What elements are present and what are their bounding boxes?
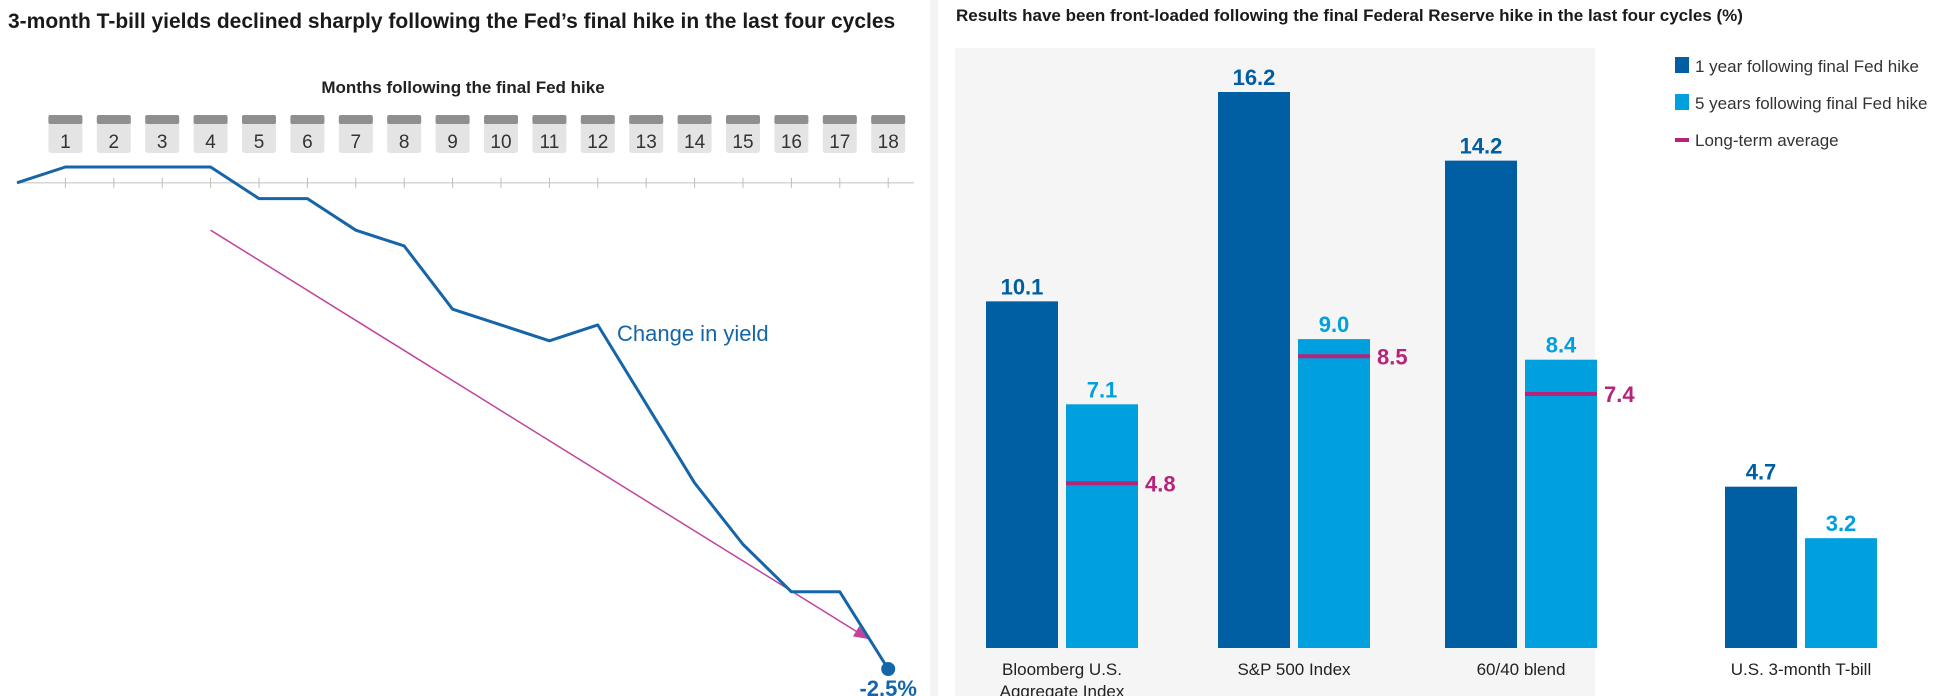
- series-label-change-in-yield: Change in yield: [617, 321, 769, 346]
- x-axis-label: Months following the final Fed hike: [321, 78, 604, 97]
- yield-end-label: -2.5%: [859, 676, 916, 696]
- legend-item: Long-term average: [1675, 131, 1839, 150]
- month-badge: 16: [774, 115, 809, 153]
- month-badge: 3: [145, 115, 180, 153]
- category-label: S&P 500 Index: [1237, 660, 1351, 679]
- legend-label: Long-term average: [1695, 131, 1839, 150]
- month-badge: 10: [484, 115, 518, 153]
- legend-swatch: [1675, 57, 1689, 73]
- bar-5-year-label: 8.4: [1546, 333, 1577, 358]
- bar-1-year-label: 16.2: [1233, 65, 1276, 90]
- bar-1-year: [1445, 160, 1517, 648]
- panel-divider: [930, 0, 938, 696]
- trend-arrow-head: [852, 626, 869, 640]
- trend-arrow-line: [210, 229, 870, 640]
- month-badge: 9: [435, 115, 470, 153]
- month-tick-label: 3: [157, 132, 168, 153]
- month-tick-label: 9: [447, 132, 458, 153]
- bar-5-year: [1525, 359, 1597, 648]
- month-badge: 2: [96, 115, 131, 153]
- legend-label: 5 years following final Fed hike: [1695, 94, 1927, 113]
- legend-label: 1 year following final Fed hike: [1695, 57, 1919, 76]
- bar-5-year: [1805, 538, 1877, 648]
- month-badge: 15: [726, 115, 760, 153]
- bar-1-year-label: 10.1: [1001, 274, 1044, 299]
- month-tick-label: 4: [205, 132, 216, 153]
- returns-chart-panel: Results have been front-loaded following…: [938, 0, 1941, 696]
- month-badge: 14: [677, 115, 712, 153]
- month-badge: 8: [387, 115, 422, 153]
- category-label: 60/40 blend: [1477, 660, 1566, 679]
- returns-bar-chart: 10.1 7.1 4.8 Bloomberg U.S. Aggregate Index 1…: [955, 48, 1927, 696]
- bar-1-year: [1218, 92, 1290, 648]
- long-term-average-label: 4.8: [1145, 471, 1176, 496]
- month-badge: 6: [290, 115, 325, 153]
- bar-5-year-label: 7.1: [1087, 377, 1118, 402]
- month-tick-label: 17: [829, 132, 850, 153]
- month-tick-label: 16: [781, 132, 802, 153]
- bar-5-year-label: 3.2: [1826, 511, 1857, 536]
- month-tick-label: 12: [587, 132, 608, 153]
- month-tick-label: 10: [490, 132, 511, 153]
- bar-1-year-label: 4.7: [1746, 460, 1777, 485]
- month-tick-label: 18: [878, 132, 899, 153]
- month-badge: 5: [242, 115, 276, 153]
- yield-end-point: [881, 662, 896, 676]
- month-tick-label: 6: [302, 132, 313, 153]
- month-badge: 4: [193, 115, 228, 153]
- month-badge: 1: [48, 115, 83, 153]
- yield-chart-title: 3-month T-bill yields declined sharply f…: [8, 10, 896, 33]
- month-badge: 18: [871, 115, 906, 153]
- month-badge: 17: [822, 115, 857, 153]
- month-tick-label: 13: [636, 132, 657, 153]
- category-label: Aggregate Index: [1000, 682, 1125, 696]
- month-tick-label: 8: [399, 132, 410, 153]
- month-tick-label: 15: [732, 132, 753, 153]
- yield-series-line: [16, 165, 890, 670]
- legend-swatch: [1675, 138, 1689, 142]
- long-term-average-label: 7.4: [1604, 382, 1635, 407]
- month-tick-label: 11: [540, 132, 560, 153]
- bar-1-year: [1725, 486, 1797, 648]
- month-tick-label: 5: [254, 132, 265, 153]
- month-badge: 7: [338, 115, 373, 153]
- bar-5-year-label: 9.0: [1319, 312, 1350, 337]
- month-tick-label: 14: [684, 132, 706, 153]
- long-term-average-label: 8.5: [1377, 344, 1408, 369]
- month-badge: 13: [629, 115, 664, 153]
- category-label: Bloomberg U.S.: [1002, 660, 1122, 679]
- month-badge: 12: [580, 115, 615, 153]
- bar-5-year: [1298, 339, 1370, 648]
- returns-chart-title: Results have been front-loaded following…: [956, 6, 1743, 25]
- bar-1-year: [986, 301, 1058, 648]
- month-tick-label: 7: [351, 132, 362, 153]
- month-tick-label: 1: [60, 132, 71, 153]
- bar-1-year-label: 14.2: [1460, 134, 1503, 159]
- legend-swatch: [1675, 94, 1689, 110]
- month-tick-label: 2: [109, 132, 120, 153]
- category-label: U.S. 3-month T-bill: [1731, 660, 1871, 679]
- yield-chart-panel: 3-month T-bill yields declined sharply f…: [0, 0, 930, 696]
- bar-5-year: [1066, 404, 1138, 648]
- legend-item: 1 year following final Fed hike: [1675, 57, 1919, 76]
- legend-item: 5 years following final Fed hike: [1675, 94, 1927, 113]
- month-badge: 11: [532, 115, 567, 153]
